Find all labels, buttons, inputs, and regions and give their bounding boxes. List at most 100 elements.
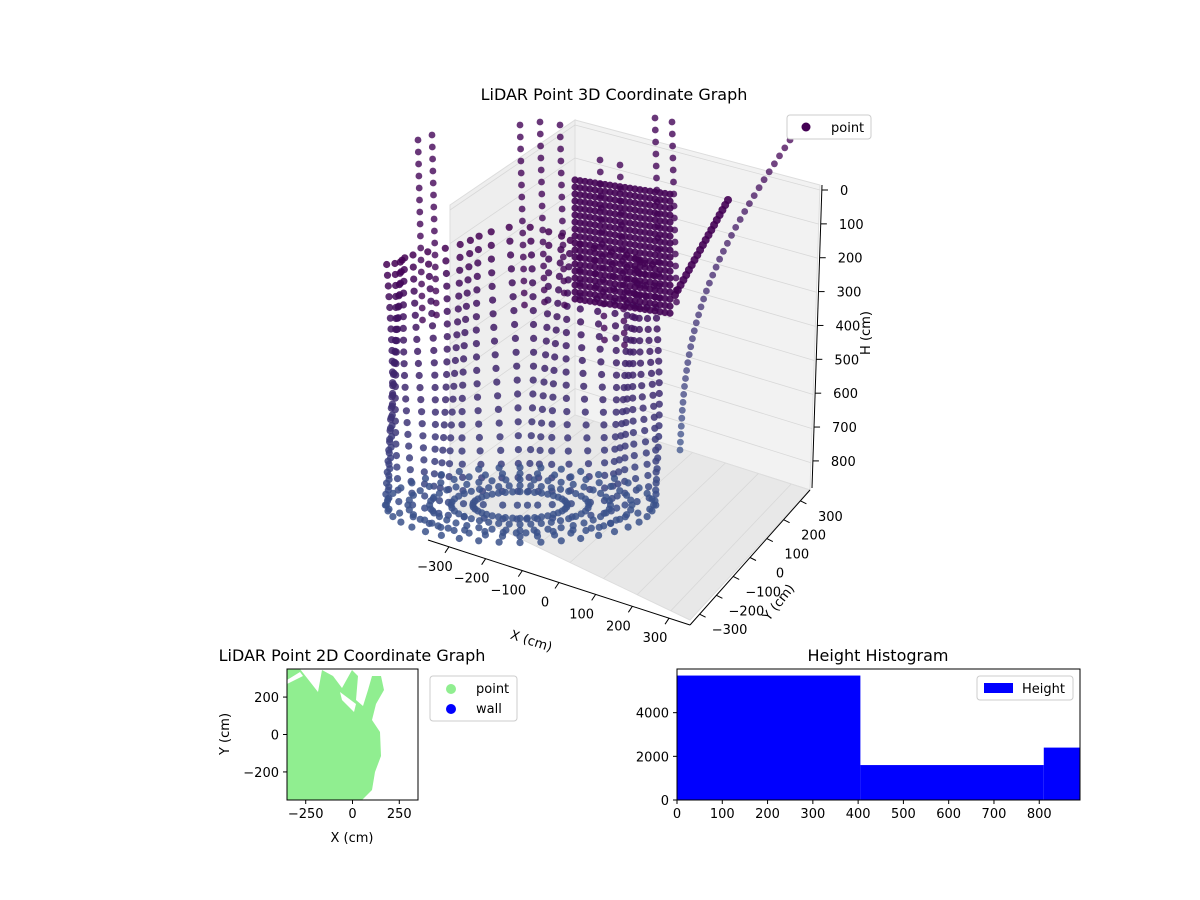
point-3d (655, 379, 663, 387)
y-tick-label-3d: −300 (712, 623, 748, 638)
point-3d (494, 392, 502, 400)
point-3d (399, 313, 407, 321)
point-3d (405, 442, 413, 450)
point-3d (416, 487, 424, 495)
point-3d (652, 150, 660, 158)
point-3d (498, 532, 507, 540)
point-3d (613, 504, 621, 512)
point-3d (569, 480, 577, 488)
point-3d (495, 538, 503, 546)
point-3d (408, 479, 416, 487)
point-3d (598, 383, 606, 391)
point-3d (684, 359, 692, 366)
point-3d (616, 161, 624, 169)
point-3d (600, 421, 608, 429)
point-3d (516, 526, 524, 535)
point-3d (565, 460, 573, 468)
z-tick-label-3d: 500 (834, 353, 859, 368)
point-3d (406, 466, 414, 474)
point-3d (415, 184, 423, 192)
point-3d (489, 296, 497, 304)
point-3d (564, 447, 572, 455)
point-3d (556, 485, 565, 493)
point-3d (416, 384, 424, 392)
point-3d (528, 265, 536, 273)
point-3d (576, 305, 584, 313)
point-3d (720, 247, 727, 255)
x-grid-line-3d (670, 483, 792, 612)
point-3d (475, 232, 483, 240)
point-3d (454, 305, 462, 313)
point-3d (636, 359, 645, 367)
point-3d (505, 482, 513, 490)
point-3d (542, 337, 550, 345)
point-3d (540, 378, 548, 386)
point-3d (538, 190, 546, 198)
point-3d (544, 512, 552, 520)
point-3d (432, 299, 440, 307)
point-3d (589, 516, 597, 524)
point-3d (411, 299, 419, 307)
point-3d (508, 514, 517, 522)
point-3d (611, 322, 620, 330)
point-3d (631, 463, 639, 471)
point-3d (547, 518, 555, 526)
point-3d (433, 311, 440, 319)
point-3d (445, 460, 454, 468)
point-3d (410, 287, 418, 295)
point-3d (392, 440, 400, 448)
point-3d (563, 315, 571, 323)
point-3d (557, 157, 565, 165)
x-tick-label-hist: 400 (846, 807, 871, 822)
z-grid-line-3d (449, 388, 576, 479)
point-3d (409, 511, 417, 519)
point-3d (437, 523, 445, 531)
point-3d (653, 325, 661, 333)
point-3d (425, 482, 433, 491)
point-3d (405, 496, 413, 504)
point-3d (418, 280, 425, 288)
legend-label-wall-2d: wall (476, 702, 502, 717)
point-3d (467, 487, 475, 495)
point-3d (396, 509, 404, 517)
point-3d (554, 299, 562, 307)
point-3d (417, 244, 425, 252)
point-3d (493, 378, 501, 386)
x-grid-line-3d (468, 420, 595, 515)
point-3d (451, 356, 459, 365)
point-3d (392, 429, 400, 437)
point-3d (600, 324, 608, 332)
legend-3d: point (786, 114, 872, 140)
y-tick-mark-3d (716, 594, 723, 599)
point-3d (666, 246, 674, 254)
point-3d (615, 468, 623, 476)
point-3d (431, 408, 439, 416)
point-3d (666, 211, 674, 219)
point-gap-2d-b (340, 692, 356, 712)
point-3d (538, 405, 547, 413)
point-3d (529, 307, 537, 315)
y-tick-label-3d: −200 (729, 604, 765, 619)
point-3d (473, 286, 481, 294)
x-tick-label-3d: 100 (569, 607, 594, 622)
point-3d (557, 465, 565, 473)
point-3d (467, 515, 475, 523)
point-3d (432, 275, 439, 283)
point-3d (384, 507, 392, 515)
point-3d (458, 460, 466, 468)
z-tick-label-3d: 200 (838, 252, 863, 267)
legend-label-point-2d: point (476, 682, 509, 697)
point-3d (621, 501, 629, 509)
z-tick-label-3d: 600 (833, 387, 858, 402)
point-3d (496, 433, 504, 441)
y-tick-label-2d: −200 (243, 766, 279, 781)
point-3d (437, 471, 445, 479)
point-3d (537, 483, 545, 491)
point-3d (475, 517, 484, 525)
point-3d (559, 217, 566, 225)
point-3d (621, 454, 629, 462)
point-3d (538, 178, 545, 186)
point-3d (483, 492, 491, 500)
point-3d (473, 380, 481, 388)
point-3d (447, 421, 455, 429)
